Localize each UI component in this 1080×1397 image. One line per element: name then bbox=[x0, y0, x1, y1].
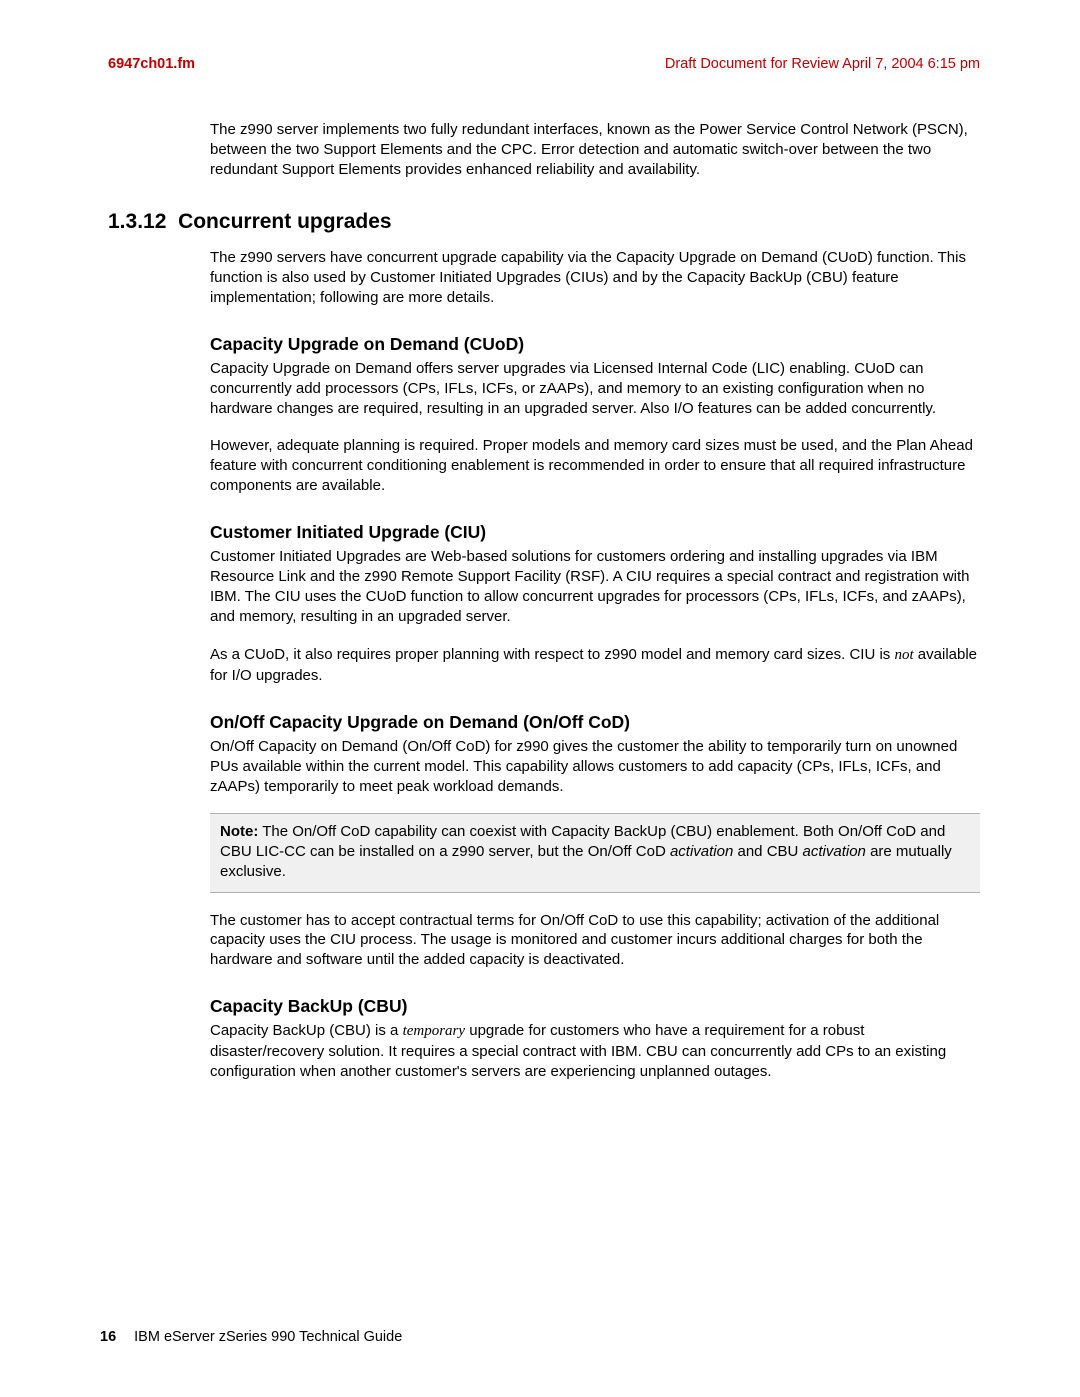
page-header: 6947ch01.fm Draft Document for Review Ap… bbox=[100, 56, 980, 72]
ciu-p2-not: not bbox=[894, 647, 913, 663]
note-italic-2: activation bbox=[803, 843, 866, 860]
ciu-paragraph-2: As a CUoD, it also requires proper plann… bbox=[210, 645, 980, 686]
page-number: 16 bbox=[100, 1329, 116, 1345]
ciu-p2-a: As a CUoD, it also requires proper plann… bbox=[210, 646, 894, 663]
section-heading: 1.3.12 Concurrent upgrades bbox=[108, 210, 980, 234]
cuod-paragraph-2: However, adequate planning is required. … bbox=[210, 436, 980, 496]
cbu-p1-a: Capacity BackUp (CBU) is a bbox=[210, 1022, 403, 1039]
note-label: Note: bbox=[220, 823, 258, 840]
header-draft-info: Draft Document for Review April 7, 2004 … bbox=[665, 56, 980, 72]
cuod-heading: Capacity Upgrade on Demand (CUoD) bbox=[210, 334, 980, 355]
footer-title: IBM eServer zSeries 990 Technical Guide bbox=[134, 1329, 402, 1345]
note-text-b: and CBU bbox=[733, 843, 802, 860]
cbu-paragraph-1: Capacity BackUp (CBU) is a temporary upg… bbox=[210, 1021, 980, 1082]
intro-paragraph: The z990 server implements two fully red… bbox=[210, 120, 980, 180]
header-filename: 6947ch01.fm bbox=[108, 56, 195, 72]
onoff-paragraph-2: The customer has to accept contractual t… bbox=[210, 911, 980, 971]
ciu-heading: Customer Initiated Upgrade (CIU) bbox=[210, 522, 980, 543]
onoff-paragraph-1: On/Off Capacity on Demand (On/Off CoD) f… bbox=[210, 737, 980, 797]
ciu-paragraph-1: Customer Initiated Upgrades are Web-base… bbox=[210, 547, 980, 627]
onoff-heading: On/Off Capacity Upgrade on Demand (On/Of… bbox=[210, 712, 980, 733]
note-italic-1: activation bbox=[670, 843, 733, 860]
cbu-heading: Capacity BackUp (CBU) bbox=[210, 996, 980, 1017]
page-footer: 16 IBM eServer zSeries 990 Technical Guid… bbox=[100, 1329, 402, 1345]
section-title: Concurrent upgrades bbox=[178, 210, 392, 233]
page: 6947ch01.fm Draft Document for Review Ap… bbox=[0, 0, 1080, 1397]
section-lead-paragraph: The z990 servers have concurrent upgrade… bbox=[210, 248, 980, 308]
cbu-p1-temporary: temporary bbox=[403, 1023, 466, 1039]
section-number: 1.3.12 bbox=[108, 210, 166, 233]
note-box: Note: The On/Off CoD capability can coex… bbox=[210, 813, 980, 893]
cuod-paragraph-1: Capacity Upgrade on Demand offers server… bbox=[210, 359, 980, 419]
